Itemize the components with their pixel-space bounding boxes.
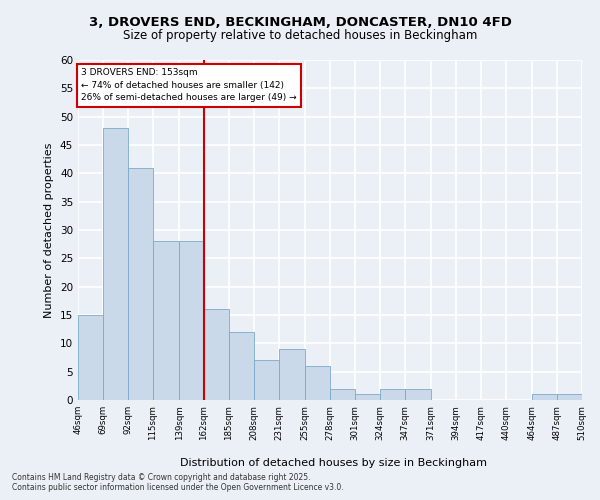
Bar xyxy=(78,315,103,400)
Bar xyxy=(405,388,431,400)
Bar xyxy=(532,394,557,400)
Bar xyxy=(355,394,380,400)
Text: 3, DROVERS END, BECKINGHAM, DONCASTER, DN10 4FD: 3, DROVERS END, BECKINGHAM, DONCASTER, D… xyxy=(89,16,511,29)
Y-axis label: Number of detached properties: Number of detached properties xyxy=(44,142,55,318)
Bar xyxy=(330,388,355,400)
Bar xyxy=(380,388,405,400)
Bar xyxy=(229,332,254,400)
Bar xyxy=(557,394,582,400)
Bar xyxy=(204,310,229,400)
Bar xyxy=(254,360,279,400)
Text: Size of property relative to detached houses in Beckingham: Size of property relative to detached ho… xyxy=(123,28,477,42)
Bar xyxy=(279,349,305,400)
Bar xyxy=(582,394,600,400)
Text: 3 DROVERS END: 153sqm
← 74% of detached houses are smaller (142)
26% of semi-det: 3 DROVERS END: 153sqm ← 74% of detached … xyxy=(81,68,297,102)
Bar xyxy=(103,128,128,400)
Text: Contains HM Land Registry data © Crown copyright and database right 2025.
Contai: Contains HM Land Registry data © Crown c… xyxy=(12,473,344,492)
Text: Distribution of detached houses by size in Beckingham: Distribution of detached houses by size … xyxy=(179,458,487,468)
Bar xyxy=(179,242,204,400)
Bar xyxy=(128,168,153,400)
Bar xyxy=(305,366,330,400)
Bar xyxy=(153,242,179,400)
